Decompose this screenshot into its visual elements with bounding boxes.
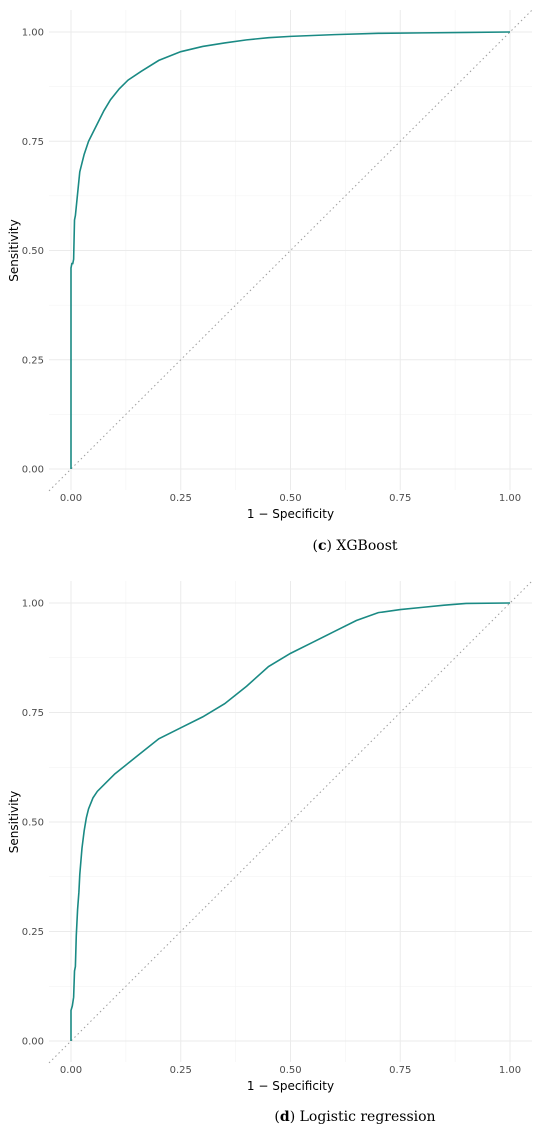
y-tick-label: 0.75 [22,137,44,148]
roc-panel-xgboost: 0.00 0.25 0.50 0.75 1.00 0.00 0.25 0.50 0.75 1.00… [7,9,533,554]
x-tick-label: 1.00 [499,1065,521,1076]
x-tick-label: 0.25 [170,1065,192,1076]
y-tick-label: 0.75 [22,708,44,719]
x-tick-label: 0.75 [389,1065,411,1076]
x-axis-title: 1 − Specificity [247,507,334,521]
y-tick-label: 0.00 [22,1037,44,1048]
x-tick-label: 0.50 [279,1065,301,1076]
x-tick-label: 0.00 [60,493,82,504]
x-tick-label: 0.00 [60,1065,82,1076]
x-axis-title: 1 − Specificity [247,1079,334,1093]
panel-caption: (c) XGBoost [312,538,397,554]
roc-curve [70,602,511,1041]
x-tick-label: 0.25 [170,493,192,504]
caption-text: Logistic regression [300,1109,436,1125]
y-tick-label: 1.00 [22,28,44,39]
panel-caption: (d) Logistic regression [274,1109,435,1125]
caption-letter: c [318,538,327,554]
roc-curve [70,31,511,469]
diagonal-reference-line [48,9,533,492]
caption-text: XGBoost [336,538,397,554]
y-tick-label: 0.00 [22,465,44,476]
y-tick-label: 0.50 [22,246,44,257]
y-tick-label: 0.25 [22,355,44,366]
x-tick-label: 0.75 [389,493,411,504]
diagonal-reference-line [48,580,533,1064]
x-tick-label: 1.00 [499,493,521,504]
caption-letter: d [280,1109,290,1125]
x-tick-label: 0.50 [279,493,301,504]
y-axis-title: Sensitivity [7,791,21,853]
y-tick-label: 0.50 [22,818,44,829]
roc-panel-logistic: 0.00 0.25 0.50 0.75 1.00 0.00 0.25 0.50 0.75 1.00… [7,580,533,1125]
y-tick-label: 0.25 [22,927,44,938]
y-tick-label: 1.00 [22,599,44,610]
y-axis-title: Sensitivity [7,219,21,281]
